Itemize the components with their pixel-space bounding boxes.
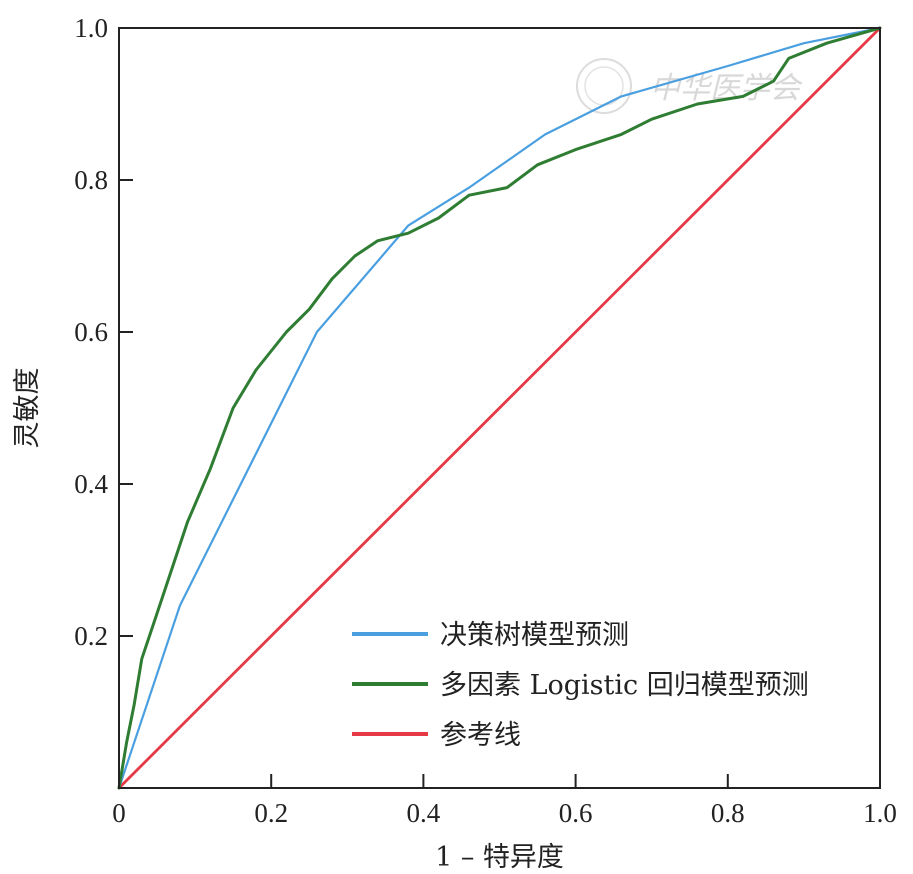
ticks: 0 0.2 0.4 0.6 0.8 1.0 0.2 0.4 0.6 0.8 1.0 <box>74 13 897 828</box>
x-tick-label: 0.4 <box>407 798 441 828</box>
legend-label: 参考线 <box>440 720 521 751</box>
y-tick-label: 1.0 <box>74 13 108 43</box>
x-tick-label: 0.2 <box>254 798 288 828</box>
y-axis-title: 灵敏度 <box>12 368 43 449</box>
y-tick-label: 0.6 <box>74 317 108 347</box>
y-tick-label: 0.2 <box>74 621 108 651</box>
legend-label: 多因素 Logistic 回归模型预测 <box>440 670 809 701</box>
y-tick-label: 0.8 <box>74 165 108 195</box>
x-tick-label: 0.8 <box>711 798 745 828</box>
y-tick-label: 0.4 <box>74 469 108 499</box>
watermark-seal-icon <box>576 58 632 114</box>
series-line-1 <box>117 26 882 790</box>
plot-frame <box>118 27 881 789</box>
series-line-2 <box>117 26 882 790</box>
x-tick-label: 1.0 <box>863 798 897 828</box>
watermark-text: 中华医学会 <box>650 71 803 106</box>
x-axis-title: 1 – 特异度 <box>435 842 564 873</box>
x-tick-label: 0.6 <box>559 798 593 828</box>
plot-lines <box>117 26 882 790</box>
x-tick-label: 0 <box>112 798 126 828</box>
series-line-3 <box>117 26 882 790</box>
legend-label: 决策树模型预测 <box>440 620 629 651</box>
